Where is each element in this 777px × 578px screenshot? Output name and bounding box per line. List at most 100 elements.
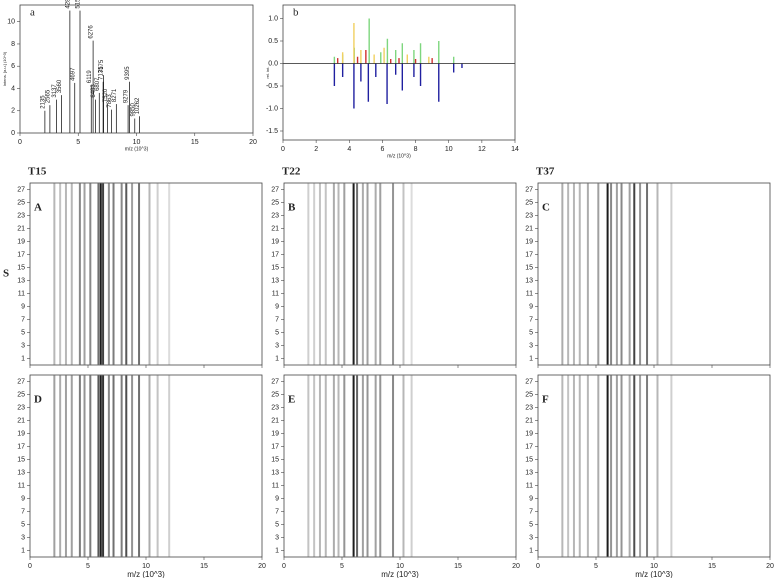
y-tick-label: 7 [21,508,25,515]
panel-label: C [542,202,550,214]
band [89,183,92,365]
y-tick-label: 4 [11,85,15,92]
band [120,375,123,557]
band [656,375,659,557]
y-tick-label: 27 [17,186,25,193]
y-tick-label: 3 [275,534,279,541]
x-axis-label: m/z (10^3) [635,570,673,578]
x-tick-label: 0 [281,146,285,153]
band [313,183,316,365]
y-tick-label: -0.5 [266,83,278,90]
peak-label: 5150 [76,0,82,9]
y-tick-label: 0 [11,130,15,137]
peak-label: 2565 [45,89,51,103]
y-tick-label: 17 [17,443,25,450]
band [561,183,564,365]
band [615,375,618,557]
y-tick-label: 19 [271,430,279,437]
band [597,183,600,365]
y-tick-label: 8 [11,41,15,48]
y-tick-label: 1 [275,547,279,554]
x-tick-label: 10 [142,563,150,570]
y-tick-label: 1 [21,547,25,554]
band [99,375,102,557]
y-axis-label: S [3,268,9,280]
band [332,375,335,557]
band [561,375,564,557]
x-tick-label: 0 [536,563,540,570]
band [633,183,636,365]
band [70,375,73,557]
y-tick-label: 15 [525,456,533,463]
band [112,183,115,365]
band [366,375,369,557]
band [606,183,609,365]
y-tick-label: 25 [17,199,25,206]
band [78,375,81,557]
peak-label: 6276 [89,25,95,39]
column-title: T15 [28,166,47,178]
x-tick-label: 20 [258,563,266,570]
band [99,183,102,365]
y-tick-label: 23 [271,404,279,411]
band [628,375,631,557]
band [586,375,589,557]
x-tick-label: 15 [200,563,208,570]
y-tick-label: 25 [17,391,25,398]
panel-label: b [293,7,299,19]
y-tick-label: 13 [525,469,533,476]
y-tick-label: 21 [525,225,533,232]
y-tick-label: 5 [275,521,279,528]
band [620,375,623,557]
band [646,183,649,365]
band [97,375,100,557]
y-tick-label: 3 [529,534,533,541]
band [410,183,413,365]
band [361,183,364,365]
y-tick-label: 11 [272,482,279,489]
band [392,183,395,365]
band [343,183,346,365]
peak-label: 7175 [99,59,105,73]
band [112,375,115,557]
band [578,375,581,557]
y-tick-label: 19 [271,238,279,245]
y-tick-label: 19 [17,238,25,245]
y-tick-label: 15 [271,264,279,271]
band [148,375,151,557]
band [89,375,92,557]
band [59,183,62,365]
y-tick-label: 0.0 [268,60,278,67]
y-tick-label: 17 [525,251,533,258]
peak-label: 3560 [57,79,63,93]
x-tick-label: 2 [314,146,318,153]
band [156,183,159,365]
y-tick-label: 23 [17,212,25,219]
band [586,183,589,365]
band [646,375,649,557]
x-tick-label: 5 [76,139,80,146]
band [125,375,128,557]
band [59,375,62,557]
band [64,375,67,557]
band [567,183,570,365]
x-tick-label: 8 [414,146,418,153]
band [83,183,86,365]
band [318,375,321,557]
y-tick-label: 27 [271,186,279,193]
plot-frame [29,182,263,366]
plot-frame [537,374,771,558]
y-tick-label: 5 [21,521,25,528]
y-tick-label: 13 [271,469,279,476]
band [639,183,642,365]
y-tick-label: 19 [525,430,533,437]
band [313,375,316,557]
panel-label: F [542,394,549,406]
band [615,183,618,365]
x-axis-label: m/z (10^3) [127,570,165,578]
band [138,183,141,365]
band [374,183,377,365]
y-tick-label: 10 [7,19,15,26]
x-axis-label: m/z (10^3) [125,146,149,152]
